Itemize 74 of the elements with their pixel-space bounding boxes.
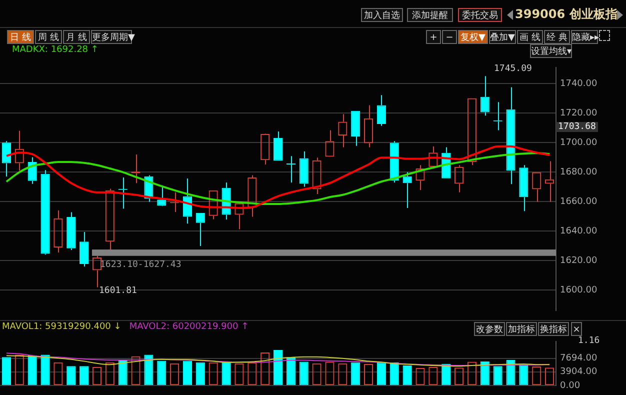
chart-title: 399006 创业板指: [515, 6, 618, 23]
text: +: [426, 30, 441, 44]
y-tick-label: 1680.00: [560, 167, 598, 178]
text: 1703.68: [556, 122, 598, 132]
bar: [2, 357, 11, 386]
bar: [286, 357, 296, 386]
bar: [402, 366, 412, 386]
text: 经 典: [544, 30, 570, 44]
text: 周 线: [35, 30, 62, 44]
bar: [144, 354, 154, 386]
candlestick: [299, 150, 308, 188]
annotation: 1745.09: [494, 64, 532, 74]
text: 复权▼: [458, 30, 488, 44]
y-tick-label: 1660.00: [560, 196, 598, 207]
bar: [273, 350, 283, 386]
y-tick-label: 0.00: [560, 380, 580, 391]
candlestick: [286, 156, 296, 184]
bar: [493, 366, 502, 386]
bar: [66, 366, 76, 386]
y-tick-label: 1600.00: [560, 285, 598, 296]
band-label: 1623.10-1627.43: [100, 260, 182, 270]
y-tick-label: 7694.00: [560, 354, 598, 364]
y-tick-label: 3904.00: [560, 367, 598, 378]
bar: [480, 361, 490, 386]
bar: [157, 360, 166, 386]
text: 月 线: [63, 30, 90, 44]
bar: [442, 364, 451, 386]
text: 叠加▼: [489, 30, 516, 44]
text: 换指标: [538, 322, 569, 336]
bar: [28, 355, 37, 386]
bar: [390, 362, 399, 386]
candlestick: [80, 232, 89, 268]
bar: [80, 366, 89, 386]
text: 日 线: [7, 30, 34, 44]
bar: [40, 354, 50, 386]
text: 加入自选: [361, 8, 403, 22]
y-tick-label: 1700.00: [560, 138, 598, 148]
y-tick-label: 1740.00: [560, 78, 598, 89]
text: 改参数: [474, 322, 505, 336]
text: 添加提醒: [407, 8, 453, 22]
bar: [118, 359, 128, 386]
candlestick: [376, 94, 386, 126]
y-tick-label: 1720.00: [560, 108, 598, 118]
text: MADKX: 1692.28 ↑: [12, 45, 98, 55]
text: 隐藏▸▸: [571, 30, 600, 44]
bar: [222, 362, 231, 386]
candlestick: [519, 164, 528, 212]
text: MAVOL2: 60200219.900 ↑: [129, 322, 249, 332]
bar: [299, 362, 308, 386]
text: 1.16: [578, 336, 600, 346]
bar: [351, 362, 360, 386]
y-tick-label: 1620.00: [560, 256, 598, 266]
candlestick: [2, 140, 11, 177]
candlestick: [40, 170, 50, 256]
candlestick: [506, 86, 516, 185]
y-tick-label: 1640.00: [560, 226, 598, 236]
text: 设置均线▾: [530, 44, 572, 58]
candlestick: [66, 212, 76, 251]
bar: [376, 362, 386, 386]
bar: [182, 360, 192, 386]
candlestick: [402, 172, 412, 209]
bar: [196, 362, 205, 386]
annotation: 1601.81: [99, 286, 137, 296]
text: MAVOL1: 59319290.400 ↓: [2, 322, 122, 332]
text: 委托交易: [458, 8, 502, 22]
bar: [519, 364, 528, 386]
text: 更多周期▼: [91, 30, 135, 44]
candlestick: [480, 76, 490, 116]
text: 画 线: [517, 30, 543, 44]
text: 加指标: [506, 322, 537, 336]
text: −: [442, 30, 457, 44]
text: ×: [571, 322, 582, 336]
candlestick: [273, 131, 283, 161]
bar: [506, 360, 516, 386]
